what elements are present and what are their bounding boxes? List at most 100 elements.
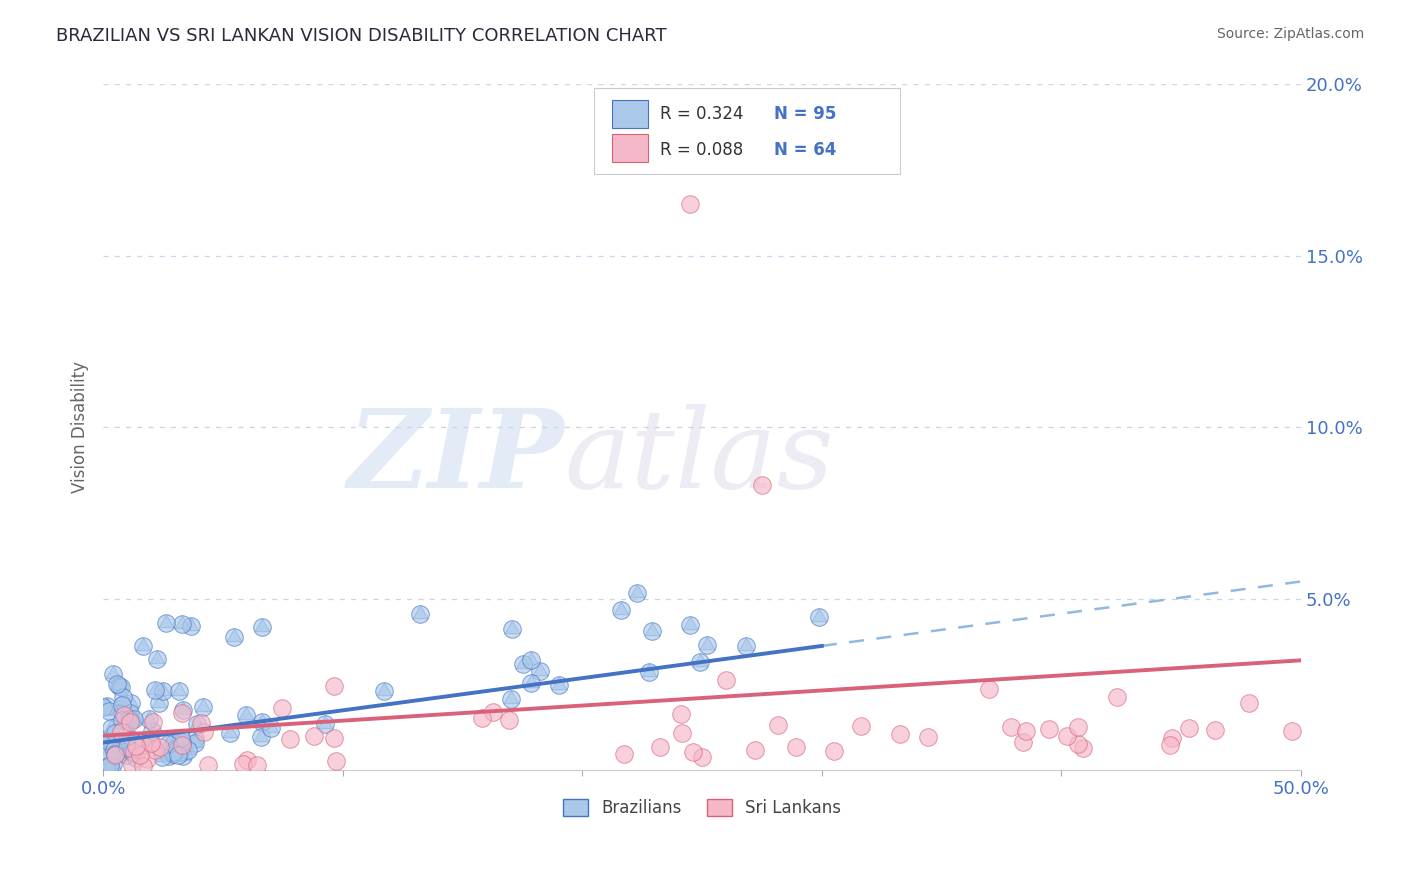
Point: [170, 735, 193, 749]
Point: [152, 684, 174, 698]
Point: [184, 736, 207, 750]
Point: [751, 478, 773, 492]
Point: [640, 624, 662, 638]
Point: [103, 747, 125, 762]
Point: [122, 745, 145, 759]
Point: [260, 721, 283, 735]
Point: [260, 721, 283, 735]
Point: [671, 726, 693, 740]
Point: [613, 747, 636, 762]
Point: [111, 698, 134, 712]
Point: [98, 758, 121, 772]
Point: [373, 683, 395, 698]
Point: [143, 743, 166, 757]
Point: [744, 742, 766, 756]
Point: [96, 699, 118, 714]
Point: [172, 749, 194, 764]
Point: [122, 745, 145, 759]
Point: [170, 735, 193, 749]
Point: [170, 731, 193, 745]
Point: [146, 652, 169, 666]
Point: [166, 747, 188, 762]
Point: [142, 715, 165, 730]
Point: [519, 676, 541, 690]
Point: [252, 714, 274, 729]
Point: [122, 712, 145, 726]
Point: [512, 657, 534, 671]
Point: [117, 712, 139, 726]
Point: [111, 706, 134, 721]
Point: [121, 713, 143, 727]
Point: [889, 726, 911, 740]
Point: [141, 723, 163, 738]
Point: [121, 745, 143, 759]
Point: [224, 630, 246, 644]
Point: [471, 711, 494, 725]
Point: [1161, 731, 1184, 745]
Point: [155, 615, 177, 630]
Point: [112, 708, 135, 723]
Point: [101, 756, 124, 771]
Point: [108, 679, 131, 693]
Point: [103, 667, 125, 681]
Point: [977, 682, 1000, 697]
Point: [169, 745, 191, 759]
Point: [118, 706, 141, 721]
Point: [498, 713, 520, 727]
Point: [156, 737, 179, 751]
Point: [1178, 721, 1201, 735]
Point: [166, 747, 188, 762]
Point: [917, 731, 939, 745]
Point: [112, 690, 135, 705]
Text: BRAZILIAN VS SRI LANKAN VISION DISABILITY CORRELATION CHART: BRAZILIAN VS SRI LANKAN VISION DISABILIT…: [56, 27, 666, 45]
Point: [98, 704, 121, 718]
Point: [138, 733, 160, 747]
Point: [1071, 740, 1094, 755]
Point: [322, 679, 344, 693]
Point: [118, 706, 141, 721]
Text: Source: ZipAtlas.com: Source: ZipAtlas.com: [1216, 27, 1364, 41]
Point: [172, 706, 194, 720]
Point: [105, 677, 128, 691]
Point: [638, 665, 661, 680]
Point: [121, 713, 143, 727]
Point: [112, 745, 135, 759]
Point: [1012, 735, 1035, 749]
Point: [626, 586, 648, 600]
Point: [108, 679, 131, 693]
Point: [93, 700, 115, 714]
Point: [117, 712, 139, 726]
Point: [104, 747, 127, 761]
Point: [1105, 690, 1128, 704]
Point: [101, 756, 124, 771]
Point: [690, 750, 713, 764]
Text: ZIP: ZIP: [347, 404, 564, 512]
Point: [184, 732, 207, 747]
Point: [180, 619, 202, 633]
Text: atlas: atlas: [564, 404, 834, 512]
Point: [671, 706, 693, 721]
Point: [120, 732, 142, 747]
Point: [766, 717, 789, 731]
Point: [121, 734, 143, 748]
Point: [122, 745, 145, 759]
Point: [162, 736, 184, 750]
Point: [278, 732, 301, 747]
Point: [679, 197, 702, 211]
Point: [679, 618, 702, 632]
Point: [481, 706, 503, 720]
Point: [111, 698, 134, 712]
Point: [149, 739, 172, 754]
Point: [499, 691, 522, 706]
Point: [734, 639, 756, 653]
Point: [197, 758, 219, 772]
Point: [98, 758, 121, 772]
Point: [94, 759, 117, 773]
Point: [501, 622, 523, 636]
Point: [167, 683, 190, 698]
Point: [112, 740, 135, 755]
Point: [163, 742, 186, 756]
Point: [94, 747, 117, 762]
Point: [138, 712, 160, 726]
Point: [734, 639, 756, 653]
